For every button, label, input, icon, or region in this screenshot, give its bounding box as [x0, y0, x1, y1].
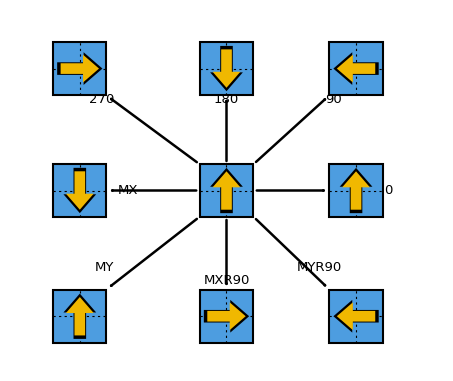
Polygon shape — [212, 171, 241, 210]
Bar — [53, 164, 106, 217]
Text: MX: MX — [118, 184, 139, 197]
Bar — [53, 42, 106, 95]
Text: MYR90: MYR90 — [297, 261, 342, 274]
Polygon shape — [63, 294, 96, 339]
Polygon shape — [61, 55, 99, 82]
Polygon shape — [207, 303, 246, 330]
Text: 270: 270 — [89, 93, 114, 106]
Text: MY: MY — [95, 261, 114, 274]
Polygon shape — [210, 46, 243, 91]
Polygon shape — [204, 300, 249, 333]
Polygon shape — [66, 171, 94, 210]
Polygon shape — [57, 52, 102, 85]
Text: 90: 90 — [326, 93, 342, 106]
Polygon shape — [333, 300, 379, 333]
Polygon shape — [337, 55, 375, 82]
Text: 0: 0 — [385, 184, 393, 197]
Polygon shape — [340, 168, 372, 213]
Bar — [329, 290, 383, 343]
Polygon shape — [210, 168, 243, 213]
Bar — [200, 290, 253, 343]
Bar — [200, 164, 253, 217]
Bar — [329, 164, 383, 217]
Polygon shape — [212, 50, 241, 88]
Polygon shape — [337, 303, 375, 330]
Bar — [53, 290, 106, 343]
Polygon shape — [342, 171, 370, 210]
Polygon shape — [63, 168, 96, 213]
Text: MXR90: MXR90 — [203, 274, 250, 287]
Polygon shape — [333, 52, 379, 85]
Polygon shape — [66, 297, 94, 335]
Bar — [329, 42, 383, 95]
Text: 180: 180 — [214, 93, 239, 106]
Bar — [200, 42, 253, 95]
